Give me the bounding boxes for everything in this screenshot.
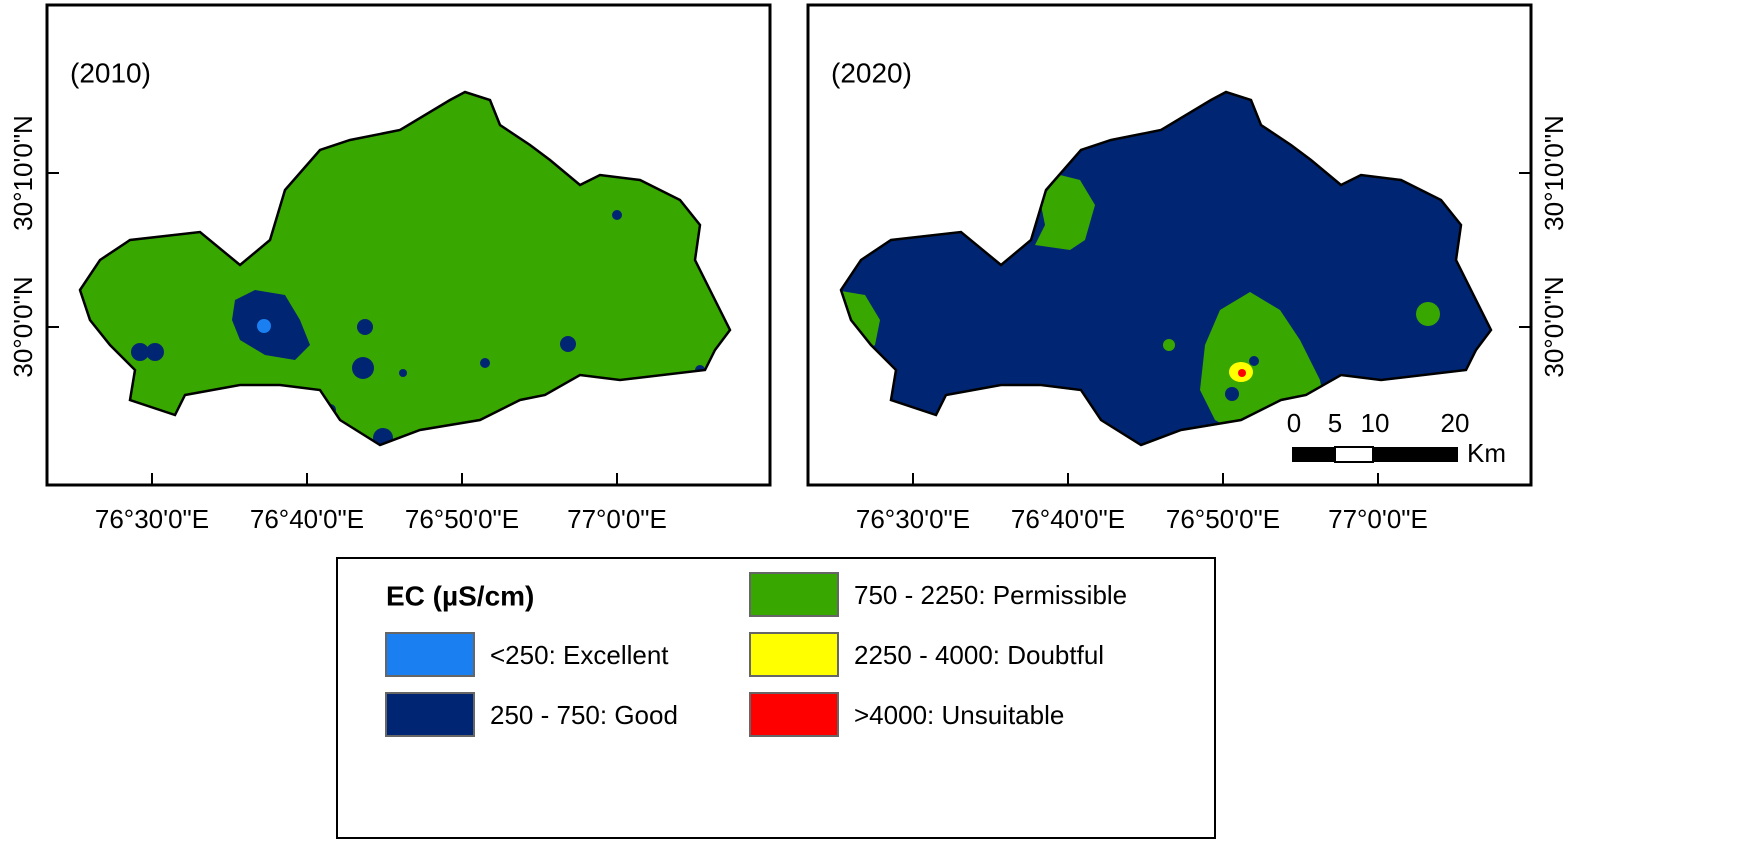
map-layer [80,92,730,445]
zone-good [1225,387,1239,401]
legend-title: EC (µS/cm) [386,580,534,611]
panel-label: (2020) [831,57,912,88]
zone-permissible [1416,302,1440,326]
zone-permissible [80,92,730,445]
x-tick-label: 76°40'0"E [1011,504,1125,534]
y-tick-label: 30°0'0"N [8,276,38,377]
zone-good [612,210,622,220]
zone-excellent [257,319,271,333]
scale-bar-seg [1373,447,1458,462]
x-tick-label: 77°0'0"E [567,504,667,534]
legend-label: 250 - 750: Good [490,700,678,730]
y-tick-label: 30°0'0"N [1539,276,1569,377]
zone-good [146,343,164,361]
x-tick-label: 76°50'0"E [1166,504,1280,534]
legend-label: >4000: Unsuitable [854,700,1064,730]
scale-bar-seg [1334,446,1374,463]
legend-label: <250: Excellent [490,640,669,670]
map-layer [841,92,1491,445]
zone-good [560,336,576,352]
zone-good [480,358,490,368]
legend-swatch [749,632,839,677]
scale-label: 10 [1361,408,1390,438]
panel-frame [806,3,1533,487]
scale-label: 0 [1287,408,1301,438]
panel-frame [45,3,772,487]
x-tick-label: 77°0'0"E [1328,504,1428,534]
zone-good [357,319,373,335]
panel-label: (2010) [70,57,151,88]
legend-label: 750 - 2250: Permissible [854,580,1127,610]
legend-swatch [749,692,839,737]
y-tick-label: 30°10'0"N [1539,115,1569,231]
zone-good [841,92,1491,445]
zone-good [1249,356,1259,366]
y-tick-label: 30°10'0"N [8,115,38,231]
boundary [78,90,732,447]
zone-good [131,343,149,361]
legend-swatch [385,632,475,677]
x-tick-label: 76°40'0"E [250,504,364,534]
boundary [839,90,1493,447]
scale-unit: Km [1467,438,1506,468]
x-tick-label: 76°50'0"E [405,504,519,534]
legend-label: 2250 - 4000: Doubtful [854,640,1104,670]
legend-swatch [385,692,475,737]
scale-bar-seg [1292,447,1335,462]
legend-swatch [749,572,839,617]
scale-label: 20 [1441,408,1470,438]
x-tick-label: 76°30'0"E [95,504,209,534]
zone-good [232,290,310,360]
zone-unsuitable [1238,369,1246,377]
zone-good [352,357,374,379]
zone-good [399,369,407,377]
zone-permissible [1035,175,1095,250]
x-tick-label: 76°30'0"E [856,504,970,534]
scale-label: 5 [1328,408,1342,438]
zone-permissible [1163,339,1175,351]
